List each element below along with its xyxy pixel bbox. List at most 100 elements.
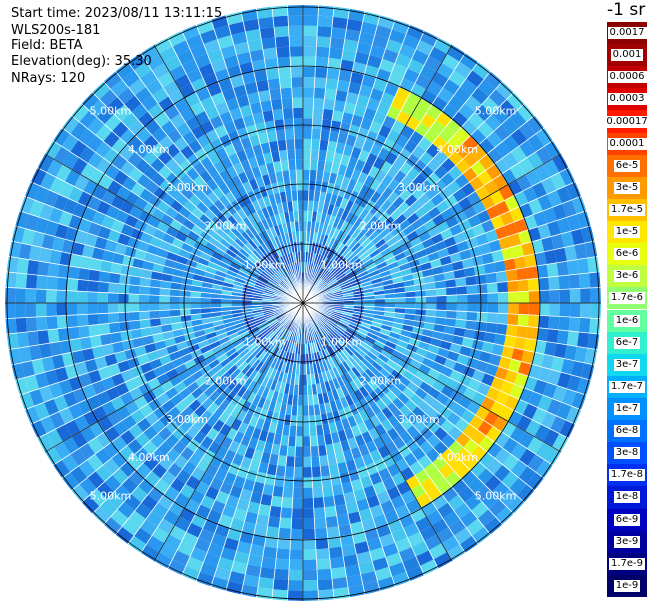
data-cell: [389, 331, 401, 340]
data-cell: [89, 168, 105, 185]
ray-spoke: [302, 11, 366, 304]
data-cell: [212, 406, 225, 420]
data-cell: [343, 554, 359, 567]
data-cell: [238, 220, 249, 232]
data-cell: [236, 273, 247, 281]
data-cell: [349, 391, 360, 404]
ray-spoke: [302, 5, 319, 304]
data-cell: [264, 253, 273, 264]
data-cell: [196, 19, 215, 35]
data-cell: [193, 241, 206, 252]
data-cell: [103, 441, 120, 459]
data-cell: [333, 493, 346, 506]
data-cell: [480, 396, 496, 411]
data-cell: [211, 92, 226, 106]
data-cell: [244, 339, 256, 349]
data-cell: [491, 106, 510, 125]
data-cell: [280, 507, 293, 519]
data-cell: [94, 356, 108, 370]
data-cell: [275, 558, 290, 570]
data-cell: [319, 285, 329, 292]
data-cell: [71, 103, 90, 122]
colorbar-tick-label: 3e-8: [613, 447, 641, 460]
data-cell: [134, 249, 147, 261]
data-cell: [114, 104, 132, 122]
data-cell: [282, 486, 294, 498]
data-cell: [119, 128, 136, 145]
data-cell: [333, 328, 343, 338]
data-cell: [265, 377, 274, 390]
data-cell: [403, 348, 416, 359]
data-cell: [348, 8, 365, 22]
data-cell: [358, 561, 375, 575]
ray-spoke: [302, 302, 466, 554]
data-cell: [71, 157, 88, 175]
data-cell: [411, 49, 429, 65]
data-cell: [374, 386, 386, 399]
data-cell: [29, 388, 44, 407]
data-cell: [409, 236, 422, 248]
data-cell: [159, 309, 171, 319]
data-cell: [321, 289, 331, 295]
data-cell: [485, 164, 502, 180]
data-cell: [495, 81, 514, 100]
data-cell: [488, 499, 507, 517]
data-cell: [215, 227, 227, 239]
data-cell: [268, 278, 279, 287]
data-cell: [286, 394, 294, 406]
data-cell: [170, 199, 184, 213]
data-cell: [349, 214, 359, 226]
ray-spoke: [302, 181, 576, 304]
data-cell: [223, 361, 235, 372]
data-cell: [179, 173, 194, 187]
data-cell: [418, 363, 432, 375]
data-cell: [139, 319, 151, 329]
ray-spoke: [302, 302, 396, 587]
data-cell: [406, 425, 420, 439]
data-cell: [391, 63, 408, 78]
data-cell: [114, 242, 128, 256]
data-cell: [324, 380, 332, 393]
data-cell: [257, 244, 267, 256]
ray-spoke: [302, 30, 425, 304]
data-cell: [290, 274, 296, 285]
data-cell: [81, 244, 95, 259]
data-cell: [165, 368, 179, 380]
data-cell: [258, 363, 268, 375]
data-cell: [247, 39, 263, 52]
data-cell: [307, 210, 313, 222]
data-cell: [321, 223, 329, 235]
data-cell: [382, 251, 395, 262]
data-cell: [419, 381, 433, 394]
data-cell: [574, 346, 588, 363]
data-cell: [551, 233, 565, 250]
data-cell: [375, 195, 387, 208]
data-cell: [303, 569, 318, 581]
data-cell: [211, 215, 224, 228]
data-cell: [117, 360, 131, 373]
data-cell: [157, 71, 175, 88]
data-cell: [199, 422, 213, 436]
data-cell: [252, 292, 264, 297]
data-cell: [151, 527, 170, 544]
data-cell: [344, 249, 354, 260]
data-cell: [296, 333, 300, 344]
data-cell: [98, 174, 114, 190]
data-cell: [152, 332, 165, 343]
data-cell: [475, 233, 489, 246]
data-cell: [159, 412, 174, 427]
data-cell: [343, 491, 357, 504]
ray-spoke: [140, 52, 304, 304]
data-cell: [292, 497, 303, 509]
data-cell: [394, 292, 406, 299]
data-cell: [157, 165, 173, 180]
data-cell: [406, 411, 420, 426]
data-cell: [197, 257, 210, 267]
data-cell: [303, 118, 313, 129]
data-cell: [433, 552, 452, 569]
data-cell: [44, 369, 59, 386]
data-cell: [249, 491, 263, 504]
data-cell: [278, 268, 287, 279]
data-cell: [252, 188, 263, 200]
data-cell: [218, 513, 234, 528]
